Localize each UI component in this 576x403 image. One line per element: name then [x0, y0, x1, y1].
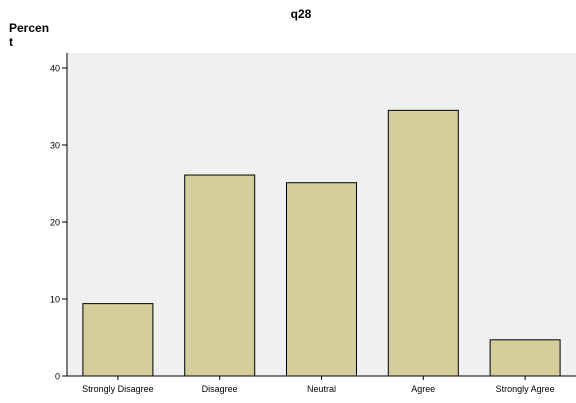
y-axis-label-line-1: Percen	[9, 21, 49, 35]
chart-title: q28	[291, 7, 312, 21]
y-tick-label: 20	[50, 218, 60, 228]
bar	[83, 304, 153, 376]
y-tick-label: 10	[50, 295, 60, 305]
x-tick-label: Strongly Disagree	[82, 384, 154, 394]
y-tick-label: 30	[50, 141, 60, 151]
x-tick-label: Neutral	[307, 384, 336, 394]
bar	[185, 175, 255, 376]
y-axis-label: Percen t	[9, 21, 52, 49]
x-tick-label: Strongly Agree	[496, 384, 555, 394]
y-tick-label: 0	[55, 372, 60, 382]
x-tick-label: Agree	[411, 384, 435, 394]
bar	[490, 340, 560, 376]
y-axis-label-line-2: t	[9, 35, 13, 49]
y-tick-label: 40	[50, 64, 60, 74]
x-tick-label: Disagree	[202, 384, 238, 394]
plot-area-group: 0 10 20 30 40 Strongly Disagree Disagree Neutra…	[50, 53, 576, 394]
bar	[287, 183, 357, 376]
bar	[388, 110, 458, 376]
